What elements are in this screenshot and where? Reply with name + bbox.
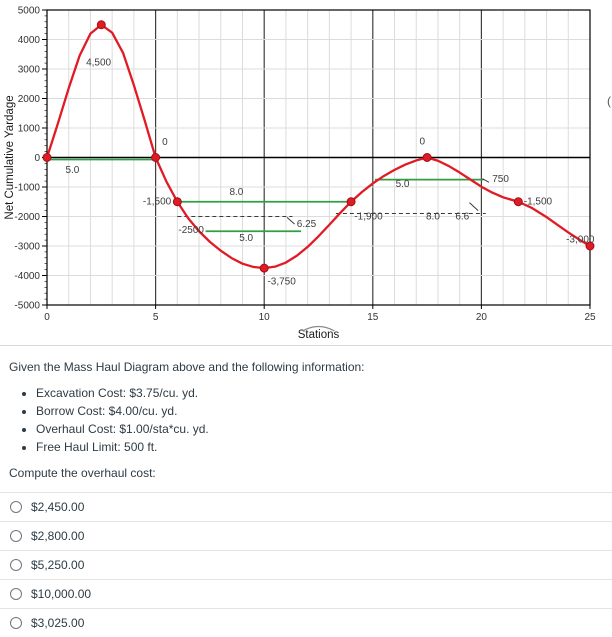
svg-text:5.0: 5.0	[65, 165, 79, 176]
svg-text:20: 20	[476, 312, 488, 323]
svg-text:6.6: 6.6	[455, 212, 469, 223]
answer-option-label[interactable]: $2,450.00	[31, 500, 85, 514]
svg-text:5.0: 5.0	[239, 233, 253, 244]
answer-option-label[interactable]: $3,025.00	[31, 616, 85, 630]
chart-svg: -5000-4000-3000-2000-1000010002000300040…	[4, 6, 596, 342]
answer-option[interactable]: $2,800.00	[0, 521, 612, 550]
svg-text:1000: 1000	[18, 124, 41, 135]
svg-text:-1,900: -1,900	[354, 212, 383, 223]
svg-text:-2500: -2500	[178, 225, 204, 236]
radio-button[interactable]	[10, 588, 22, 600]
svg-text:5000: 5000	[18, 6, 41, 17]
cropped-text-artifact: (	[607, 94, 611, 108]
svg-text:15: 15	[367, 312, 379, 323]
svg-text:0: 0	[162, 137, 168, 148]
svg-text:-3,000: -3,000	[566, 234, 595, 245]
list-item-free-haul-limit: Free Haul Limit: 500 ft.	[36, 440, 600, 455]
svg-text:-1000: -1000	[14, 183, 40, 194]
radio-button[interactable]	[10, 559, 22, 571]
svg-text:6.25: 6.25	[297, 219, 317, 230]
svg-text:750: 750	[492, 174, 509, 185]
question-prompt: Compute the overhaul cost:	[9, 466, 156, 480]
svg-text:10: 10	[259, 312, 271, 323]
svg-text:-5000: -5000	[14, 301, 40, 312]
svg-text:Net Cumulative Yardage: Net Cumulative Yardage	[4, 95, 16, 219]
svg-text:-1,500: -1,500	[143, 197, 172, 208]
svg-text:3000: 3000	[18, 65, 41, 76]
svg-text:Stations: Stations	[298, 329, 340, 341]
radio-button[interactable]	[10, 501, 22, 513]
answer-options: $2,450.00 $2,800.00 $5,250.00 $10,000.00…	[0, 492, 612, 637]
svg-text:0: 0	[34, 153, 40, 164]
answer-option[interactable]: $5,250.00	[0, 550, 612, 579]
svg-text:5: 5	[153, 312, 159, 323]
svg-text:4000: 4000	[18, 35, 41, 46]
svg-text:8.0: 8.0	[426, 212, 440, 223]
svg-text:2000: 2000	[18, 94, 41, 105]
answer-option[interactable]: $10,000.00	[0, 579, 612, 608]
answer-option[interactable]: $2,450.00	[0, 492, 612, 521]
list-item-overhaul-cost: Overhaul Cost: $1.00/sta*cu. yd.	[36, 422, 600, 437]
radio-button[interactable]	[10, 617, 22, 629]
divider	[0, 345, 612, 346]
list-item-borrow-cost: Borrow Cost: $4.00/cu. yd.	[36, 404, 600, 419]
question-intro: Given the Mass Haul Diagram above and th…	[9, 360, 365, 374]
answer-option-label[interactable]: $5,250.00	[31, 558, 85, 572]
svg-text:0: 0	[44, 312, 50, 323]
svg-text:-3,750: -3,750	[267, 276, 296, 287]
svg-text:-4000: -4000	[14, 271, 40, 282]
list-item-excavation-cost: Excavation Cost: $3.75/cu. yd.	[36, 386, 600, 401]
answer-option-label[interactable]: $2,800.00	[31, 529, 85, 543]
svg-text:4,500: 4,500	[86, 57, 111, 68]
mass-haul-diagram: -5000 -4000 -3000 -2000 -1000 0 1000 2000 3000 40…	[4, 5, 596, 342]
svg-text:5.0: 5.0	[396, 179, 410, 190]
svg-text:0: 0	[419, 137, 425, 148]
answer-option-label[interactable]: $10,000.00	[31, 587, 92, 601]
answer-option[interactable]: $3,025.00	[0, 608, 612, 637]
svg-text:8.0: 8.0	[229, 187, 243, 198]
info-list: Excavation Cost: $3.75/cu. yd. Borrow Co…	[9, 386, 600, 455]
svg-text:-3000: -3000	[14, 242, 40, 253]
svg-text:25: 25	[584, 312, 596, 323]
svg-text:-2000: -2000	[14, 212, 40, 223]
radio-button[interactable]	[10, 530, 22, 542]
svg-text:-1,500: -1,500	[524, 196, 553, 207]
question-block: Given the Mass Haul Diagram above and th…	[0, 346, 612, 481]
